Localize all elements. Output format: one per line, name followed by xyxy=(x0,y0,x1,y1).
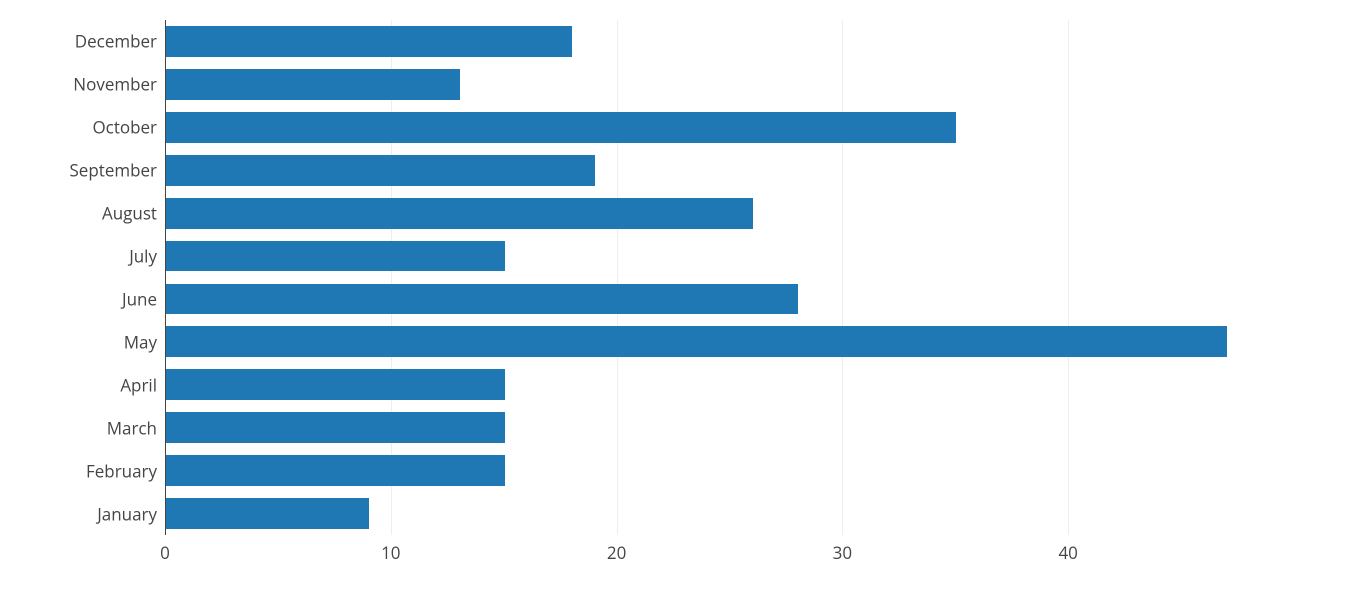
bar[interactable] xyxy=(166,412,505,443)
bar[interactable] xyxy=(166,284,798,315)
plot-area: 010203040DecemberNovemberOctoberSeptembe… xyxy=(165,20,1294,535)
bar[interactable] xyxy=(166,198,753,229)
bar[interactable] xyxy=(166,241,505,272)
y-tick-label: December xyxy=(75,30,165,53)
y-tick-label: April xyxy=(120,373,165,396)
y-tick-label: September xyxy=(69,159,165,182)
bar[interactable] xyxy=(166,369,505,400)
x-tick-label: 40 xyxy=(1058,535,1077,564)
x-tick-label: 10 xyxy=(381,535,400,564)
y-tick-label: July xyxy=(129,245,165,268)
gridline xyxy=(617,20,618,535)
y-tick-label: June xyxy=(122,287,165,310)
gridline xyxy=(1068,20,1069,535)
y-tick-label: October xyxy=(92,116,165,139)
bar[interactable] xyxy=(166,112,956,143)
x-tick-label: 30 xyxy=(833,535,852,564)
x-tick-label: 20 xyxy=(607,535,626,564)
bar[interactable] xyxy=(166,498,369,529)
y-tick-label: March xyxy=(107,416,165,439)
bar[interactable] xyxy=(166,69,460,100)
monthly-bar-chart: 0 10 20 30 40 December November October Septembe… xyxy=(0,0,1364,590)
y-tick-label: November xyxy=(73,73,165,96)
gridline xyxy=(842,20,843,535)
bar[interactable] xyxy=(166,326,1227,357)
y-tick-label: January xyxy=(97,502,165,525)
y-tick-label: August xyxy=(102,202,165,225)
y-tick-label: February xyxy=(86,459,165,482)
bar[interactable] xyxy=(166,455,505,486)
bar[interactable] xyxy=(166,155,595,186)
y-tick-label: May xyxy=(124,330,165,353)
bar[interactable] xyxy=(166,26,572,57)
x-tick-label: 0 xyxy=(160,535,170,564)
